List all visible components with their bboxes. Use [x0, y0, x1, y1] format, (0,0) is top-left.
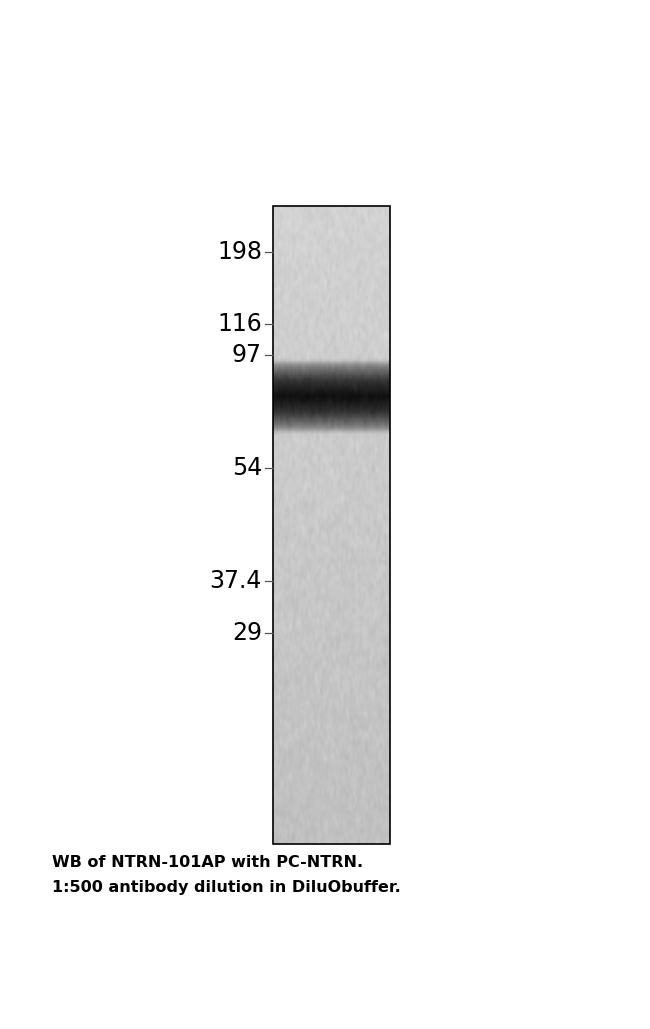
Text: 198: 198 [217, 240, 262, 264]
Text: 116: 116 [217, 312, 262, 336]
Text: 1:500 antibody dilution in DiluObuffer.: 1:500 antibody dilution in DiluObuffer. [52, 880, 401, 895]
Text: 29: 29 [232, 620, 262, 645]
Text: WB of NTRN-101AP with PC-NTRN.: WB of NTRN-101AP with PC-NTRN. [52, 854, 363, 870]
Text: 54: 54 [231, 456, 262, 481]
Text: 97: 97 [232, 343, 262, 367]
Text: 37.4: 37.4 [209, 569, 262, 594]
